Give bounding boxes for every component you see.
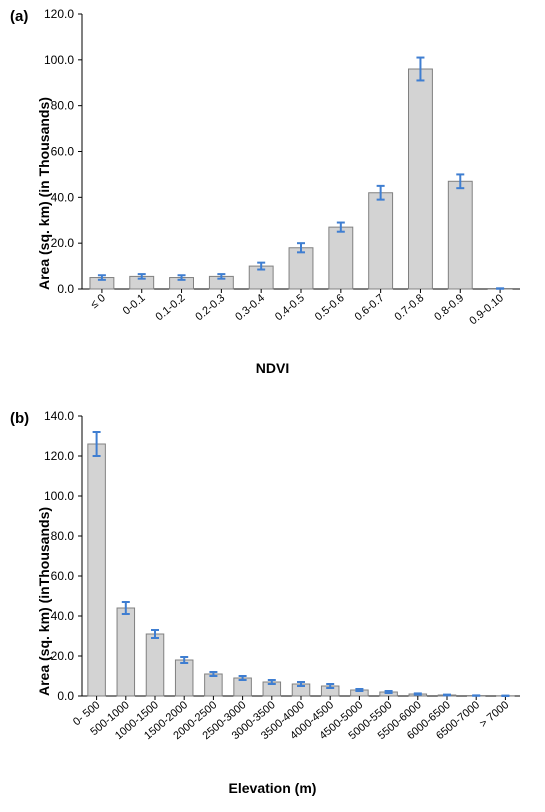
svg-text:120.0: 120.0 (44, 7, 74, 21)
bar (369, 193, 393, 289)
panel-a: (a) Area (sq. km) (in Thousands) 0.0 20.0… (0, 0, 545, 400)
x-tick-label: 0-0.1 (121, 292, 148, 317)
bar (409, 69, 433, 289)
svg-text:0.0: 0.0 (57, 282, 74, 296)
panel-a-label: (a) (10, 8, 28, 25)
panel-b-label: (b) (10, 410, 29, 427)
panel-b-plot: 0.020.040.060.080.0100.0120.0140.00- 500… (82, 416, 520, 761)
bar (448, 181, 472, 289)
x-tick-label: 0.4-0.5 (273, 292, 307, 323)
panel-b-x-title: Elevation (m) (0, 780, 545, 796)
x-tick-label: 0.7-0.8 (392, 292, 426, 323)
svg-text:80.0: 80.0 (51, 529, 75, 543)
bar (175, 660, 193, 696)
x-tick-label: 0.6-0.7 (353, 292, 387, 323)
svg-text:120.0: 120.0 (44, 449, 74, 463)
x-tick-label: 0.2-0.3 (193, 292, 227, 323)
svg-text:0.0: 0.0 (57, 689, 74, 703)
svg-text:40.0: 40.0 (51, 609, 75, 623)
figure-page: (a) Area (sq. km) (in Thousands) 0.020.0… (0, 0, 545, 812)
svg-text:80.0: 80.0 (51, 99, 75, 113)
bar (146, 634, 164, 696)
bar (205, 674, 223, 696)
bar (117, 608, 135, 696)
x-tick-label: 0.5-0.6 (313, 292, 347, 323)
panel-a-y-title: Area (sq. km) (in Thousands) (36, 97, 52, 290)
x-tick-label: 0.1-0.2 (154, 292, 188, 323)
panel-a-plot: 0.020.040.060.080.0100.0120.0≤ 00-0.10.1… (82, 14, 520, 349)
panel-a-x-title: NDVI (0, 360, 545, 376)
bar (88, 444, 106, 696)
svg-text:40.0: 40.0 (51, 190, 75, 204)
panel-b: (b) Area (sq. km) (inThousands) 0.020.04… (0, 402, 545, 812)
bar (289, 248, 313, 289)
panel-b-y-title: Area (sq. km) (inThousands) (36, 507, 52, 696)
svg-text:100.0: 100.0 (44, 53, 74, 67)
bar (329, 227, 353, 289)
svg-text:60.0: 60.0 (51, 569, 75, 583)
x-tick-label: 0.8-0.9 (432, 292, 466, 323)
svg-text:20.0: 20.0 (51, 236, 75, 250)
svg-text:100.0: 100.0 (44, 489, 74, 503)
x-tick-label: 0.9-0.10 (467, 292, 506, 327)
svg-text:60.0: 60.0 (51, 145, 75, 159)
svg-text:140.0: 140.0 (44, 409, 74, 423)
x-tick-label: ≤ 0 (88, 292, 107, 311)
x-tick-label: > 7000 (478, 699, 512, 730)
svg-text:20.0: 20.0 (51, 649, 75, 663)
x-tick-label: 0.3-0.4 (233, 292, 267, 323)
